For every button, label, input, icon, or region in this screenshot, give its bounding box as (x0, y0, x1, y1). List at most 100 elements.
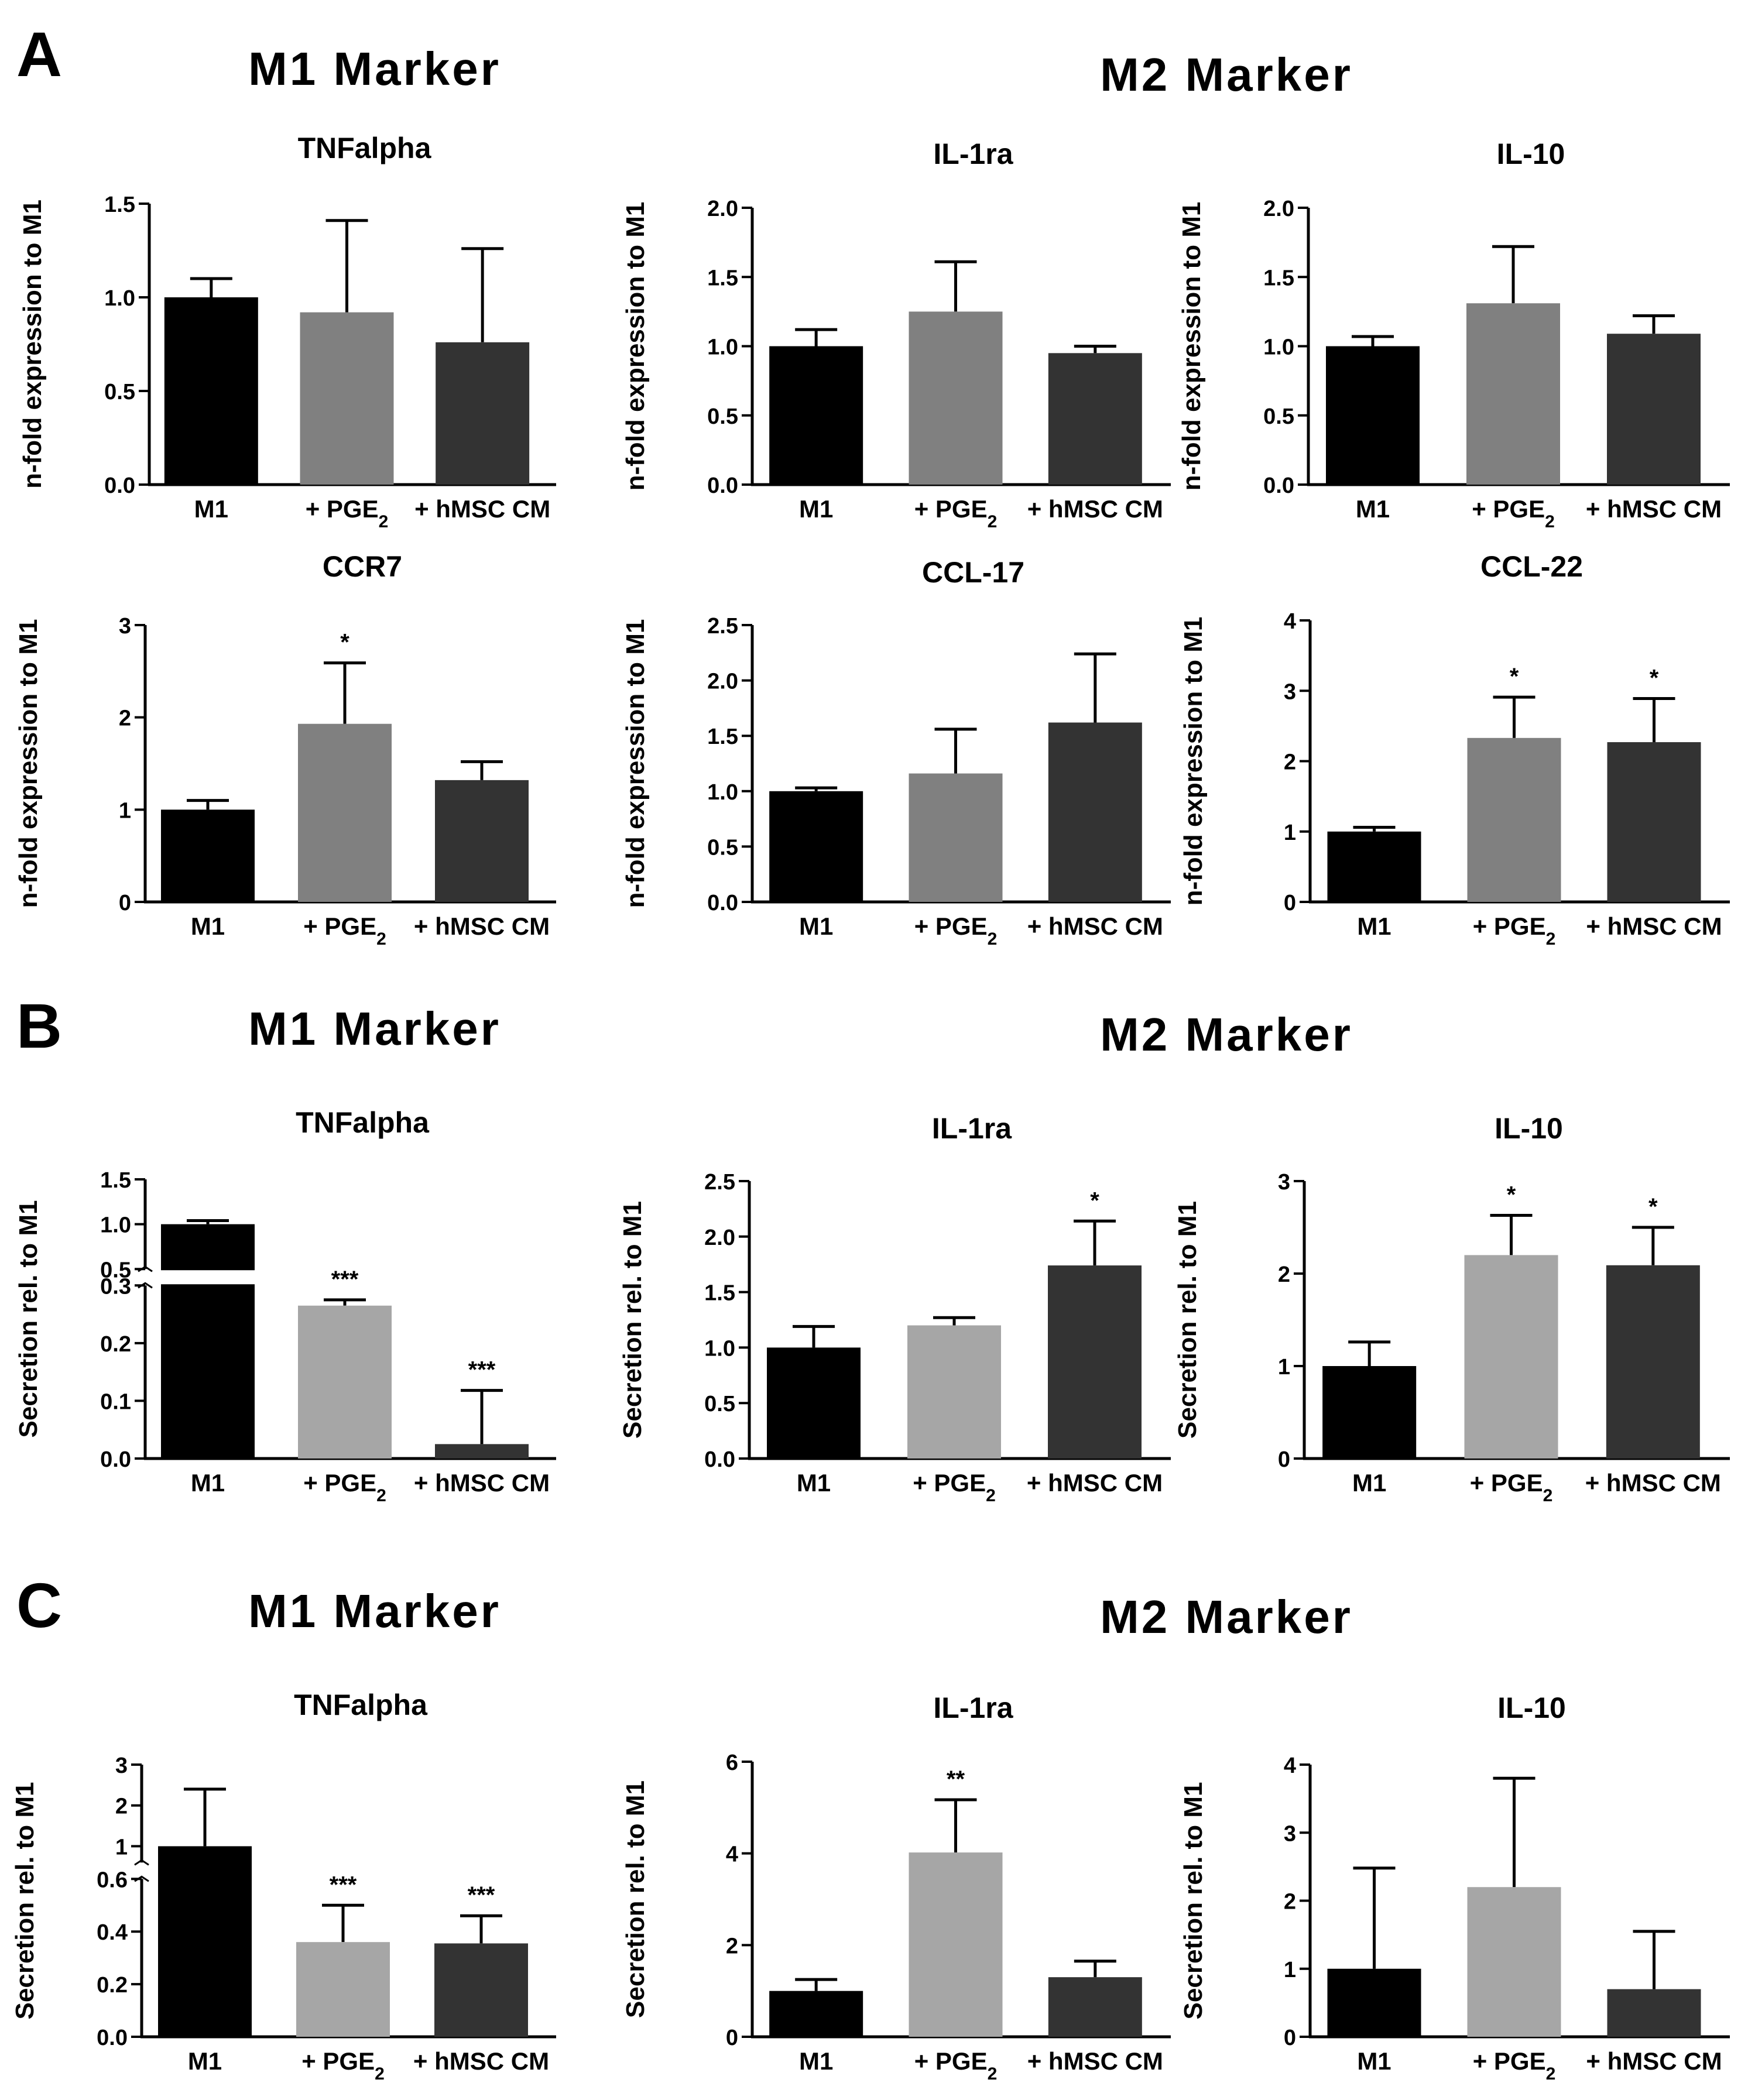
chart-a-ccl-22: 0 1 2 3 4 n-fold expression to M1 CCL-22 M1 * + P… (1179, 550, 1730, 949)
bar-pge2 (907, 1325, 1001, 1459)
bar-hmsc-cm (435, 1444, 529, 1459)
bar-m1 (1327, 831, 1421, 902)
bar-pge2 (300, 312, 394, 485)
bar-pge2 (1464, 1255, 1558, 1459)
category-label: + hMSC CM (414, 912, 550, 940)
y-tick-label: 4 (1284, 609, 1296, 634)
significance-star: * (1648, 1194, 1658, 1220)
y-tick-label: 0.5 (704, 1392, 735, 1416)
y-tick-label: 0 (1284, 2026, 1296, 2050)
category-label: M1 (194, 495, 228, 523)
bar-m1 (1327, 1968, 1421, 2037)
y-tick-label: 1.0 (100, 1213, 131, 1238)
bar-hmsc-cm (435, 780, 529, 902)
category-label: M1 (1357, 2047, 1391, 2075)
bar-hmsc-cm (1607, 742, 1701, 902)
chart-title: TNFalpha (296, 1106, 430, 1139)
bar-pge2 (909, 311, 1003, 485)
category-label: + hMSC CM (1585, 1469, 1721, 1497)
y-tick-label: 1.5 (704, 1281, 735, 1306)
significance-star: *** (330, 1872, 357, 1897)
bar-pge2 (298, 723, 392, 902)
y-tick-label: 0.0 (100, 1447, 131, 1472)
y-tick-label: 0.0 (704, 1447, 735, 1472)
bar-m1 (158, 1846, 252, 2037)
y-tick-label: 1 (115, 1835, 128, 1859)
significance-star: * (1510, 664, 1519, 689)
category-label: + PGE2 (301, 2047, 385, 2084)
y-tick-label: 0.4 (97, 1920, 128, 1945)
y-tick-label: 4 (726, 1842, 738, 1867)
y-tick-label: 4 (1284, 1754, 1296, 1778)
chart-b-tnfalpha: 0.0 0.1 0.2 0.30.5 1.0 1.5 Secretion rel. to M… (14, 1106, 556, 1505)
chart-title: IL-1ra (933, 1691, 1013, 1724)
category-label: + PGE2 (306, 495, 389, 531)
y-tick-label: 0.5 (1263, 404, 1294, 429)
chart-title: IL-10 (1497, 1691, 1566, 1724)
category-label: + hMSC CM (1027, 1469, 1163, 1497)
bar-pge2 (298, 1305, 392, 1459)
y-tick-label: 0.3 (100, 1274, 131, 1299)
chart-title: IL-1ra (932, 1112, 1012, 1145)
category-label: + PGE2 (1473, 912, 1556, 949)
y-tick-label: 3 (1278, 1170, 1290, 1195)
panel-b-m1-title: M1 Marker (248, 1003, 501, 1055)
bar-pge2 (296, 1942, 390, 2037)
category-label: + PGE2 (1470, 1469, 1553, 1505)
category-label: + hMSC CM (413, 2047, 549, 2075)
bar-hmsc-cm (436, 342, 530, 485)
y-tick-label: 2 (119, 706, 131, 731)
category-label: + PGE2 (913, 1469, 996, 1505)
panel-c-m2-title: M2 Marker (1100, 1591, 1353, 1643)
panel-a-m2-title: M2 Marker (1100, 49, 1353, 101)
y-tick-label: 1.0 (707, 335, 738, 360)
y-tick-label: 2 (726, 1934, 738, 1958)
chart-a-tnfalpha: 0.0 0.5 1.0 1.5 n-fold expression to M1 TNFal… (18, 132, 556, 531)
bar-pge2 (909, 773, 1003, 902)
y-tick-label: 2 (1284, 750, 1296, 775)
y-tick-label: 0.0 (707, 473, 738, 498)
y-tick-label: 0 (119, 891, 131, 915)
bar-m1 (769, 346, 863, 485)
chart-title: CCR7 (323, 550, 402, 583)
y-tick-label: 1.0 (707, 780, 738, 805)
significance-star: *** (468, 1882, 495, 1908)
bar-pge2 (1467, 1887, 1561, 2037)
chart-a-il-1ra: 0.0 0.5 1.0 1.5 2.0 n-fold expression to M1 IL… (621, 138, 1171, 531)
category-label: M1 (191, 912, 225, 940)
chart-title: CCL-22 (1480, 550, 1583, 583)
y-tick-label: 0.6 (97, 1868, 128, 1892)
chart-b-il-10: 0 1 2 3 Secretion rel. to M1 IL-10 M1 * + PGE2 * +… (1173, 1112, 1730, 1505)
category-label: + PGE2 (914, 2047, 998, 2084)
category-label: + hMSC CM (414, 495, 550, 523)
y-axis-label: Secretion rel. to M1 (14, 1200, 43, 1438)
bar-m1 (161, 809, 255, 902)
y-tick-label: 1.5 (104, 193, 135, 217)
category-label: M1 (191, 1469, 225, 1497)
significance-star: * (1507, 1182, 1516, 1207)
chart-title: TNFalpha (294, 1689, 428, 1721)
category-label: + hMSC CM (1586, 912, 1722, 940)
y-tick-label: 0.5 (707, 404, 738, 429)
category-label: + PGE2 (914, 912, 998, 949)
y-axis-label: Secretion rel. to M1 (1173, 1201, 1202, 1439)
category-label: + PGE2 (303, 912, 386, 949)
category-label: M1 (797, 1469, 831, 1497)
bar-pge2 (1466, 303, 1560, 485)
y-tick-label: 6 (726, 1751, 738, 1775)
category-label: + PGE2 (914, 495, 998, 531)
y-axis-label: Secretion rel. to M1 (621, 1780, 650, 2018)
y-tick-label: 0 (1284, 891, 1296, 915)
chart-title: TNFalpha (298, 132, 432, 164)
y-tick-label: 0.1 (100, 1389, 131, 1414)
category-label: + PGE2 (303, 1469, 386, 1505)
y-tick-label: 1.0 (104, 286, 135, 311)
category-label: + hMSC CM (1027, 912, 1163, 940)
chart-c-il-10: 0 1 2 3 4 Secretion rel. to M1 IL-10 M1 + PGE2 + … (1179, 1691, 1730, 2084)
panel-b-m2-title: M2 Marker (1100, 1008, 1353, 1061)
bar-m1 (164, 297, 258, 485)
significance-star: * (1090, 1188, 1099, 1213)
bar-pge2 (909, 1852, 1003, 2037)
category-label: + hMSC CM (1027, 495, 1163, 523)
